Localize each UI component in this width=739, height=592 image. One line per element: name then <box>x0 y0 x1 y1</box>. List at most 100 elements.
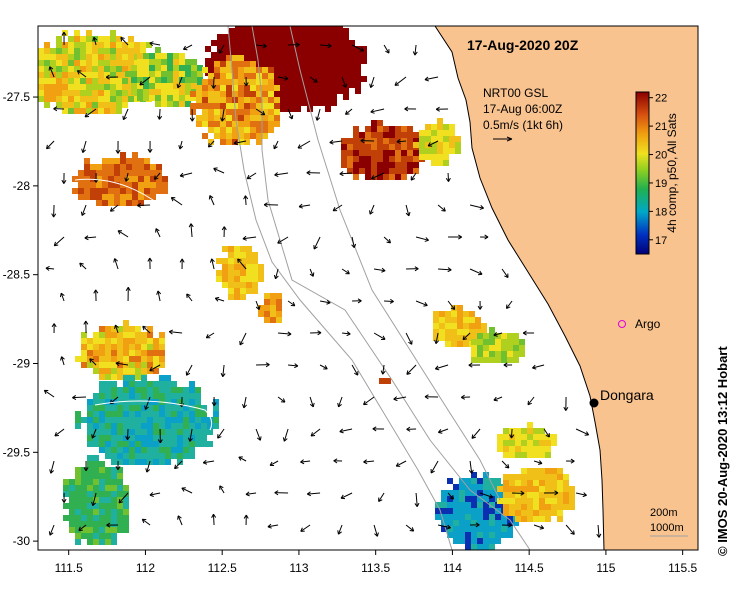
sst-cell <box>325 40 331 46</box>
sst-cell <box>81 467 87 473</box>
sst-cell <box>117 356 123 362</box>
sst-cell <box>75 497 81 503</box>
current-arrow-icon <box>369 76 375 88</box>
sst-cell <box>99 429 105 435</box>
sst-cell <box>238 85 244 91</box>
current-arrow-icon <box>105 74 119 80</box>
sst-cell <box>289 10 295 16</box>
current-arrow-icon <box>438 267 452 273</box>
sst-cell <box>451 329 457 335</box>
sst-cell <box>445 311 451 317</box>
sst-cell <box>171 435 177 441</box>
sst-cell <box>229 34 235 40</box>
sst-cell <box>483 496 489 502</box>
current-arrow-icon <box>287 108 294 120</box>
sst-cell <box>179 95 185 101</box>
sst-cell <box>539 452 545 458</box>
sst-cell <box>268 73 274 79</box>
current-arrow-icon <box>383 44 390 54</box>
current-arrow-icon <box>282 428 289 442</box>
sst-cell <box>271 46 277 52</box>
sst-cell <box>153 453 159 459</box>
sst-cell <box>38 84 44 90</box>
sst-cell <box>84 170 90 176</box>
sst-cell <box>96 164 102 170</box>
sst-cell <box>262 67 268 73</box>
sst-cell <box>495 351 501 357</box>
sst-cell <box>141 423 147 429</box>
sst-cell <box>135 399 141 405</box>
sst-cell <box>223 46 229 52</box>
sst-cell <box>313 58 319 64</box>
sst-cell <box>93 435 99 441</box>
sst-cell <box>117 326 123 332</box>
sst-cell <box>443 124 449 130</box>
sst-cell <box>277 16 283 22</box>
sst-cell <box>551 480 557 486</box>
sst-cell <box>117 441 123 447</box>
sst-cell <box>545 474 551 480</box>
sst-cell <box>337 28 343 34</box>
sst-cell <box>489 357 495 363</box>
sst-cell <box>153 344 159 350</box>
sst-cell <box>247 46 253 52</box>
sst-cell <box>503 440 509 446</box>
sst-cell <box>301 100 307 106</box>
sst-cell <box>104 42 110 48</box>
sst-cell <box>521 510 527 516</box>
sst-cell <box>401 132 407 138</box>
sst-cell <box>87 441 93 447</box>
sst-cell <box>259 46 265 52</box>
sst-cell <box>226 67 232 73</box>
sst-cell <box>156 164 162 170</box>
sst-cell <box>161 83 167 89</box>
sst-cell <box>477 532 483 538</box>
sst-cell <box>283 28 289 34</box>
sst-cell <box>259 58 265 64</box>
sst-cell <box>521 440 527 446</box>
current-arrow-icon <box>233 140 247 146</box>
sst-cell <box>283 34 289 40</box>
sst-cell <box>134 42 140 48</box>
sst-cell <box>232 79 238 85</box>
sst-cell <box>123 387 129 393</box>
sst-cell <box>277 40 283 46</box>
sst-cell <box>395 174 401 180</box>
sst-cell <box>262 85 268 91</box>
sst-cell <box>258 276 264 282</box>
argo-marker[interactable]: Argo <box>618 317 661 331</box>
sst-cell <box>407 132 413 138</box>
sst-cell <box>161 89 167 95</box>
sst-cell <box>111 447 117 453</box>
sst-cell <box>232 55 238 61</box>
current-arrow-icon <box>79 262 87 270</box>
sst-cell <box>98 96 104 102</box>
current-arrow-icon <box>142 325 151 334</box>
sst-cell <box>477 484 483 490</box>
sst-cell <box>135 435 141 441</box>
x-tick-label: 113.5 <box>361 561 390 575</box>
sst-cell <box>469 329 475 335</box>
sst-cell <box>117 459 123 465</box>
sst-cell <box>283 94 289 100</box>
sst-cell <box>74 54 80 60</box>
sst-cell <box>268 91 274 97</box>
sst-cell <box>265 52 271 58</box>
sst-cell <box>93 429 99 435</box>
sst-cell <box>465 496 471 502</box>
sst-cell <box>226 115 232 121</box>
sst-cell <box>179 89 185 95</box>
sst-cell <box>110 36 116 42</box>
sst-cell <box>244 67 250 73</box>
dongara-marker[interactable]: Dongara <box>589 387 654 408</box>
sst-cell <box>141 399 147 405</box>
sst-cell <box>533 510 539 516</box>
sst-cell <box>463 335 469 341</box>
sst-cell <box>105 387 111 393</box>
current-arrow-icon <box>256 43 267 49</box>
sst-cell <box>247 34 253 40</box>
sst-cell <box>98 78 104 84</box>
sst-cell <box>256 127 262 133</box>
sst-cell <box>241 26 247 28</box>
current-arrow-icon <box>49 460 55 474</box>
